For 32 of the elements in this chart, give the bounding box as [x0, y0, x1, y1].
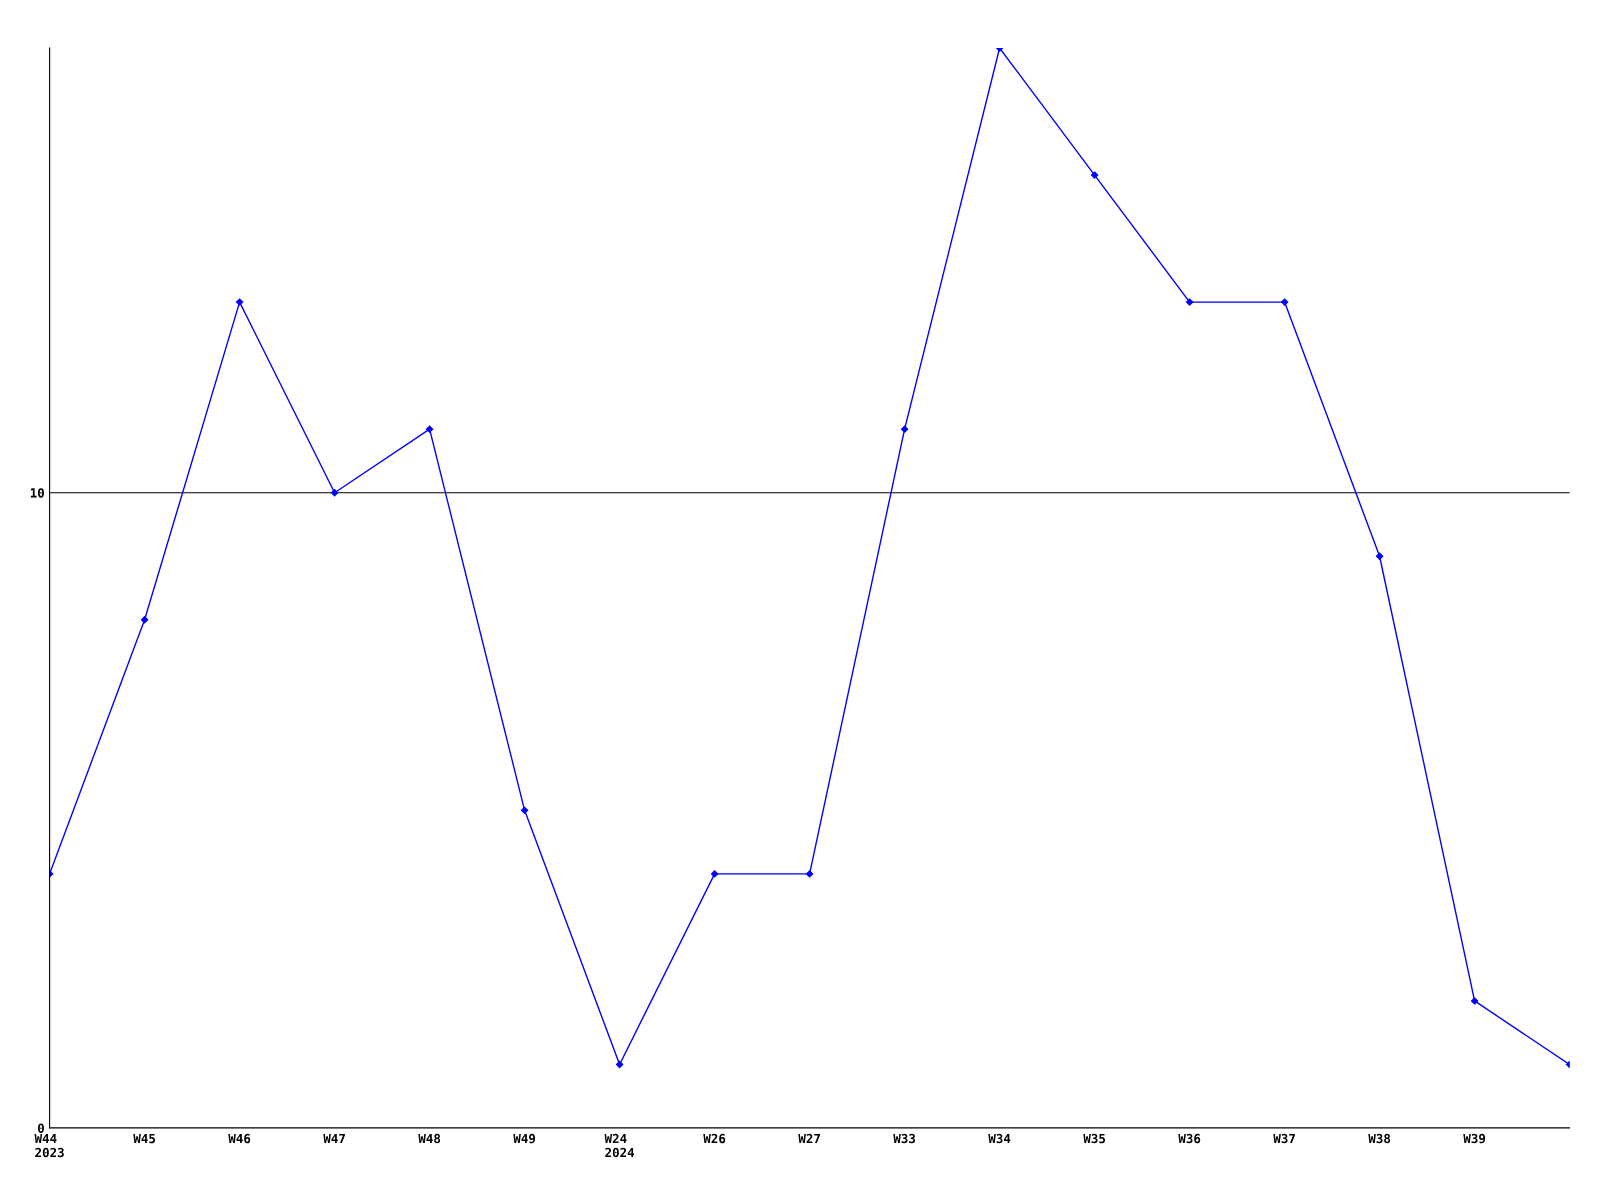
point	[1185, 298, 1194, 306]
x-tick-label: W27	[798, 1133, 820, 1144]
x-tick-label: W39	[1463, 1133, 1486, 1144]
point	[1090, 171, 1099, 179]
x-tick-label: W36	[1178, 1133, 1201, 1144]
point	[330, 489, 339, 497]
point	[235, 298, 244, 306]
x-tick-label: W48	[418, 1133, 441, 1144]
point	[1280, 298, 1289, 306]
x-tick-label: W37	[1273, 1133, 1295, 1144]
x-tick-label: W44 2023	[34, 1133, 64, 1158]
x-tick-label: W26	[703, 1133, 726, 1144]
point	[140, 616, 149, 624]
point	[1375, 552, 1384, 560]
x-tick-label: W47	[323, 1133, 345, 1144]
point	[1470, 997, 1479, 1005]
y-tick-label: 10	[30, 488, 44, 498]
point	[520, 806, 529, 814]
x-tick-label: W24 2024	[604, 1133, 635, 1158]
x-tick-label: W49	[513, 1133, 536, 1144]
x-tick-label: W33	[893, 1133, 916, 1144]
x-tick-label: W34	[988, 1133, 1011, 1144]
x-tick-label: W35	[1083, 1133, 1106, 1144]
point	[900, 425, 909, 433]
x-tick-label: W45	[133, 1133, 156, 1144]
x-tick-label: W38	[1368, 1133, 1391, 1144]
point	[710, 870, 719, 878]
x-tick-label: W46	[228, 1133, 251, 1144]
point	[425, 425, 434, 433]
point	[805, 870, 814, 878]
y-tick-label: 0	[37, 1123, 44, 1133]
point	[615, 1060, 624, 1069]
